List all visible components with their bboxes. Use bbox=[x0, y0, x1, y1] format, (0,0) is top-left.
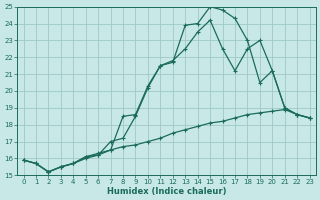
X-axis label: Humidex (Indice chaleur): Humidex (Indice chaleur) bbox=[107, 187, 226, 196]
